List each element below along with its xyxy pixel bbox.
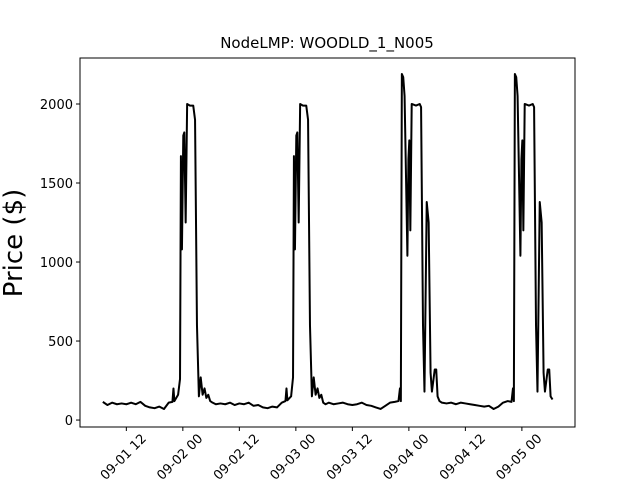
y-tick-label: 0 [65, 414, 73, 429]
x-tick-label: 09-03 12 [324, 432, 376, 480]
x-tick-label: 09-01 12 [98, 432, 150, 480]
y-tick-label: 500 [48, 335, 73, 350]
x-tick-label: 09-02 00 [154, 432, 206, 480]
y-tick-label: 2000 [40, 98, 73, 113]
y-tick-label: 1000 [40, 256, 73, 271]
y-tick-label: 1500 [40, 177, 73, 192]
x-tick-label: 09-04 00 [380, 432, 432, 480]
x-tick-label: 09-03 00 [267, 432, 319, 480]
plot-frame [79, 57, 576, 428]
x-tick-label: 09-02 12 [211, 432, 263, 480]
x-tick-label: 09-04 12 [437, 432, 489, 480]
price-line [102, 72, 554, 410]
x-tick-label: 09-05 00 [493, 432, 545, 480]
y-axis-label: Price ($) [0, 189, 29, 298]
chart-title: NodeLMP: WOODLD_1_N005 [220, 34, 434, 53]
